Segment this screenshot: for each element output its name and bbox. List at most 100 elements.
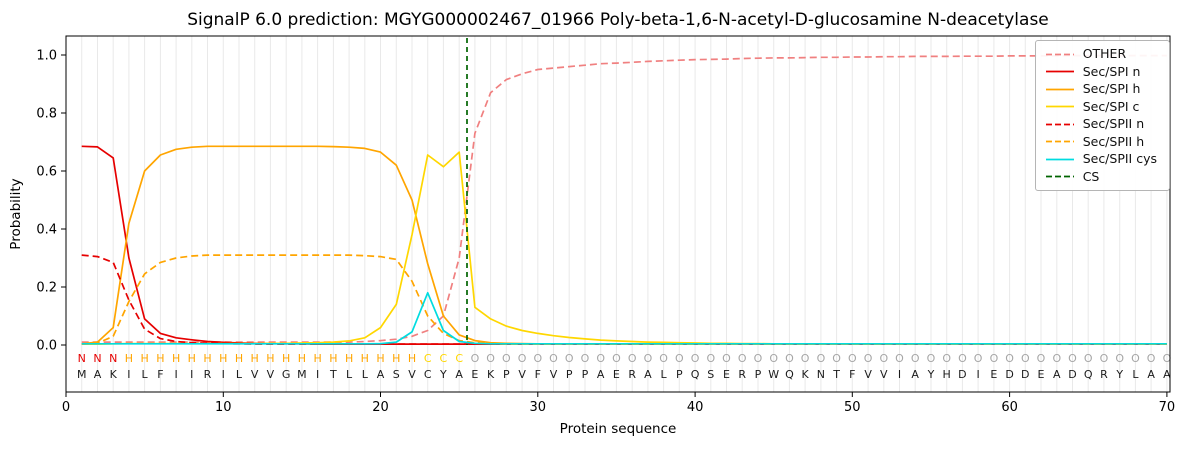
series-line-sec-spi-n: [81, 145, 1167, 345]
legend-label: OTHER: [1082, 46, 1127, 61]
region-letter: H: [125, 352, 133, 365]
region-letter: O: [1147, 352, 1156, 365]
region-letter: O: [1115, 352, 1124, 365]
sequence-letter: D: [958, 368, 966, 381]
sequence-letter: P: [582, 368, 589, 381]
region-letter: O: [691, 352, 700, 365]
legend-line-sample: [1045, 154, 1075, 165]
region-letter: H: [172, 352, 180, 365]
region-letter: O: [879, 352, 888, 365]
sequence-letter: K: [801, 368, 809, 381]
legend-label: CS: [1082, 168, 1100, 184]
sequence-letter: L: [362, 368, 369, 381]
legend-item-cs: CS: [1045, 168, 1157, 184]
sequence-letter: M: [77, 368, 87, 381]
sequence-letter: R: [738, 368, 746, 381]
sequence-letter: M: [297, 368, 307, 381]
legend-label: Sec/SPI n: [1082, 63, 1141, 79]
legend-item-sec-spi-h: Sec/SPI h: [1045, 81, 1157, 96]
legend-line-sample: [1045, 119, 1075, 130]
legend-line-sample: [1045, 136, 1075, 147]
series-line-other: [81, 54, 1167, 343]
legend-item-sec-spii-h: Sec/SPII h: [1045, 135, 1157, 149]
sequence-letter: L: [142, 368, 149, 381]
sequence-letter: L: [661, 368, 668, 381]
x-tick-label: 0: [62, 400, 70, 415]
sequence-letter: E: [613, 368, 620, 381]
region-letter: O: [628, 352, 637, 365]
x-tick-label: 10: [215, 400, 232, 415]
y-tick-label: 0.0: [36, 339, 57, 354]
region-letter: H: [188, 352, 196, 365]
series-line-sec-spii-h: [81, 254, 1167, 345]
sequence-letter: Q: [785, 368, 794, 381]
region-letter: H: [392, 352, 400, 365]
sequence-letter: I: [316, 368, 319, 381]
legend-line-sample: [1045, 84, 1075, 95]
sequence-letter: L: [1132, 368, 1139, 381]
region-letter: O: [675, 352, 684, 365]
region-letter: O: [990, 352, 999, 365]
region-letter: O: [738, 352, 747, 365]
sequence-letter: A: [455, 368, 463, 381]
region-letter: O: [486, 352, 495, 365]
legend-item-sec-spi-n: Sec/SPI n: [1045, 63, 1157, 79]
sequence-letter: Y: [927, 368, 935, 381]
region-letter: C: [440, 352, 448, 365]
region-letter: O: [832, 352, 841, 365]
sequence-letter: V: [864, 368, 872, 381]
series-line-sec-spi-c: [81, 151, 1167, 345]
region-letter: H: [408, 352, 416, 365]
sequence-letter: V: [550, 368, 558, 381]
region-letter: O: [848, 352, 857, 365]
legend-line-sample: [1045, 49, 1075, 60]
legend: OTHER Sec/SPI n Sec/SPI h Sec/SPI c Sec/SPII…: [1034, 40, 1170, 191]
region-letter: O: [1021, 352, 1030, 365]
sequence-letter: A: [1147, 368, 1155, 381]
sequence-letter: V: [408, 368, 416, 381]
x-tick-label: 30: [530, 400, 547, 415]
sequence-letter: E: [1038, 368, 1045, 381]
region-letter: H: [345, 352, 353, 365]
region-letter: H: [235, 352, 243, 365]
sequence-letter: I: [190, 368, 193, 381]
region-letter: H: [329, 352, 337, 365]
region-letter: O: [471, 352, 480, 365]
region-letter: H: [251, 352, 259, 365]
region-letter: C: [455, 352, 463, 365]
region-letter: O: [644, 352, 653, 365]
region-letter: O: [706, 352, 715, 365]
sequence-letter: T: [329, 368, 337, 381]
legend-label: Sec/SPI h: [1082, 81, 1141, 96]
sequence-letter: P: [755, 368, 762, 381]
series-line-sec-spii-cys: [81, 291, 1167, 345]
sequence-letter: A: [911, 368, 919, 381]
sequence-letter: F: [157, 368, 163, 381]
sequence-letter: R: [628, 368, 636, 381]
sequence-letter: V: [251, 368, 259, 381]
series-lines: [81, 54, 1167, 345]
legend-item-other: OTHER: [1045, 46, 1157, 61]
region-letter: C: [424, 352, 432, 365]
legend-item-sec-spii-cys: Sec/SPII cys: [1045, 152, 1157, 166]
region-letter: H: [313, 352, 321, 365]
sequence-letter: D: [1068, 368, 1076, 381]
region-letter: H: [361, 352, 369, 365]
region-letter: O: [1100, 352, 1109, 365]
legend-item-sec-spi-c: Sec/SPI c: [1045, 100, 1157, 114]
region-letter: O: [533, 352, 542, 365]
region-letter: O: [1163, 352, 1172, 365]
region-letter: O: [612, 352, 621, 365]
x-tick-label: 50: [844, 400, 861, 415]
sequence-letter: P: [676, 368, 683, 381]
sequence-letter: R: [204, 368, 212, 381]
region-letter: O: [549, 352, 558, 365]
sequence-letter: I: [976, 368, 979, 381]
sequence-letter: E: [990, 368, 997, 381]
sequence-letter: A: [1163, 368, 1171, 381]
sequence-letter: F: [849, 368, 855, 381]
region-letter: O: [958, 352, 967, 365]
region-letter: O: [581, 352, 590, 365]
